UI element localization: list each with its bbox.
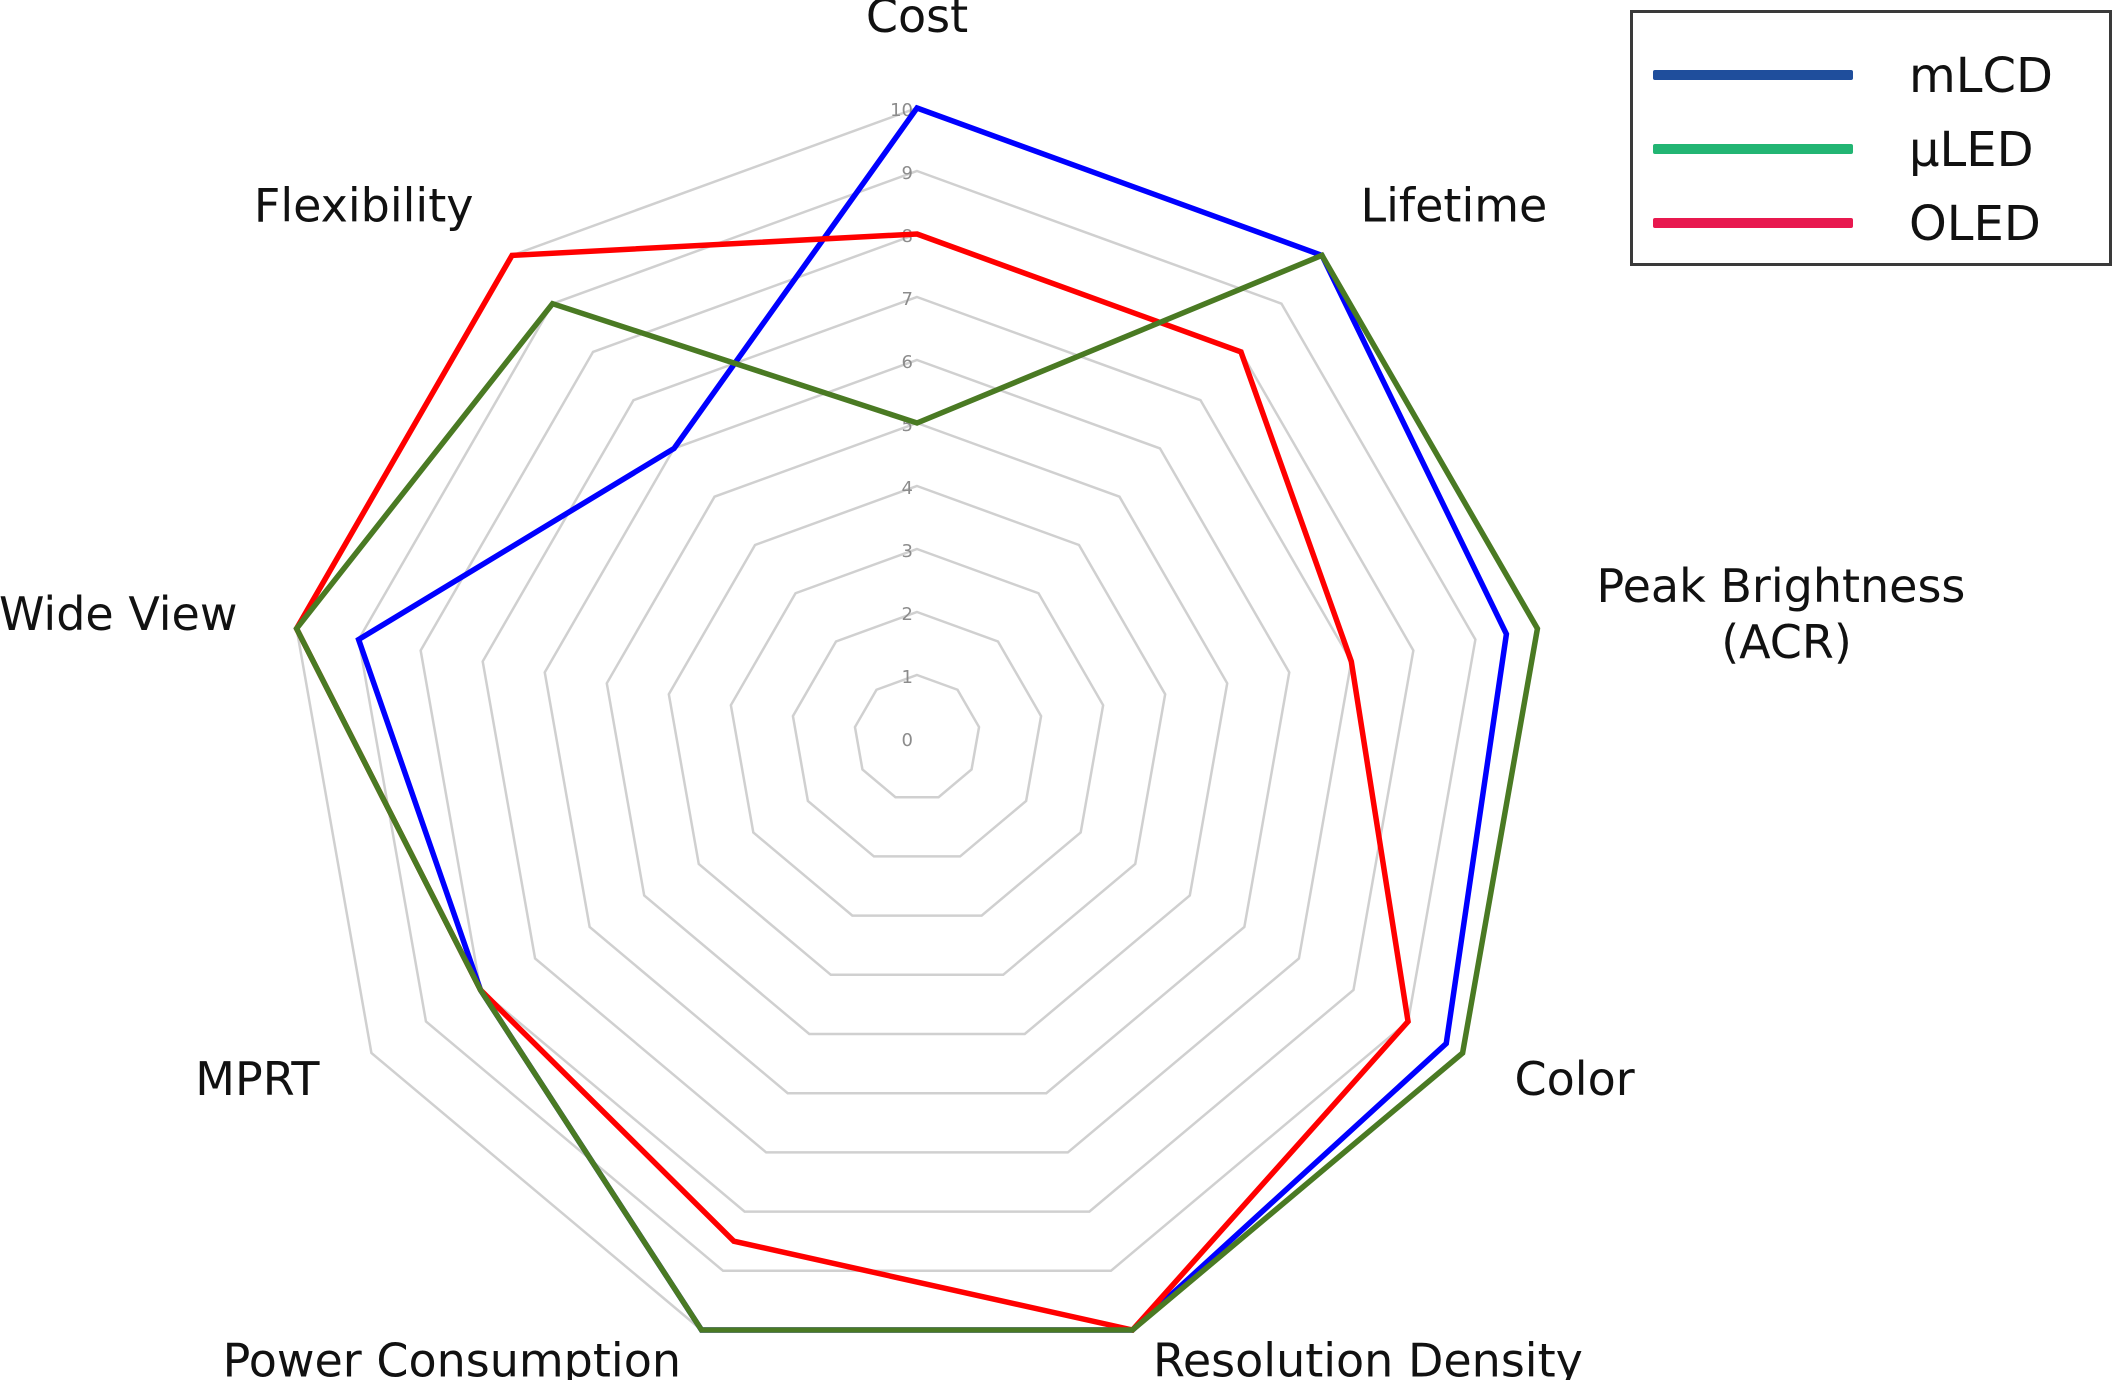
- tick-label-0: 0: [902, 730, 913, 751]
- legend-label-oled: OLED: [1909, 196, 2041, 252]
- legend: mLCD μLED OLED: [1630, 10, 2112, 266]
- axis-label-power-consumption: Power Consumption: [223, 1333, 681, 1380]
- tick-label-5: 5: [902, 415, 913, 436]
- grid-ring-2: [791, 610, 1043, 858]
- axis-label-resolution-density: Resolution Density: [1153, 1333, 1583, 1380]
- series-line-μled: [293, 251, 1541, 1333]
- tick-label-1: 1: [902, 667, 913, 688]
- grid-ring-7: [481, 295, 1353, 1154]
- tick-label-3: 3: [902, 541, 913, 562]
- axis-label-cost: Cost: [866, 0, 968, 43]
- legend-label-mlcd: mLCD: [1909, 48, 2053, 104]
- axis-label-layer: Cost Lifetime Peak Brightness (ACR) Color Res…: [0, 0, 1965, 1380]
- legend-swatch-mlcd: [1653, 70, 1853, 80]
- legend-swatch-uled: [1653, 144, 1853, 154]
- tick-label-7: 7: [902, 289, 913, 310]
- grid-ring-9: [357, 169, 1477, 1273]
- tick-label-4: 4: [902, 478, 913, 499]
- tick-label-6: 6: [902, 352, 913, 373]
- axis-label-color: Color: [1515, 1052, 1635, 1106]
- grid-ring-8: [419, 232, 1415, 1213]
- legend-item-oled: OLED: [1653, 189, 2093, 259]
- axis-label-lifetime: Lifetime: [1361, 178, 1548, 232]
- axis-label-peak-brightness: Peak Brightness (ACR): [1597, 559, 1966, 669]
- grid-ring-4: [667, 484, 1167, 977]
- series-line-oled: [293, 231, 1411, 1334]
- grid-ring-3: [729, 547, 1105, 917]
- axis-label-flexibility: Flexibility: [254, 178, 474, 232]
- tick-label-9: 9: [902, 163, 913, 184]
- axis-label-wide-view: Wide View: [0, 587, 237, 641]
- grid-ring-5: [605, 421, 1229, 1036]
- axis-label-mprt: MPRT: [195, 1052, 320, 1106]
- tick-label-2: 2: [902, 604, 913, 625]
- legend-swatch-oled: [1653, 218, 1853, 228]
- legend-item-mlcd: mLCD: [1653, 41, 2093, 111]
- legend-item-uled: μLED: [1653, 115, 2093, 185]
- legend-label-uled: μLED: [1909, 122, 2034, 178]
- tick-label-10: 10: [890, 100, 913, 121]
- grid-ring-1: [853, 673, 981, 799]
- grid-ring-6: [543, 358, 1291, 1095]
- series-line-mlcd: [355, 104, 1510, 1333]
- series-layer: [293, 104, 1541, 1334]
